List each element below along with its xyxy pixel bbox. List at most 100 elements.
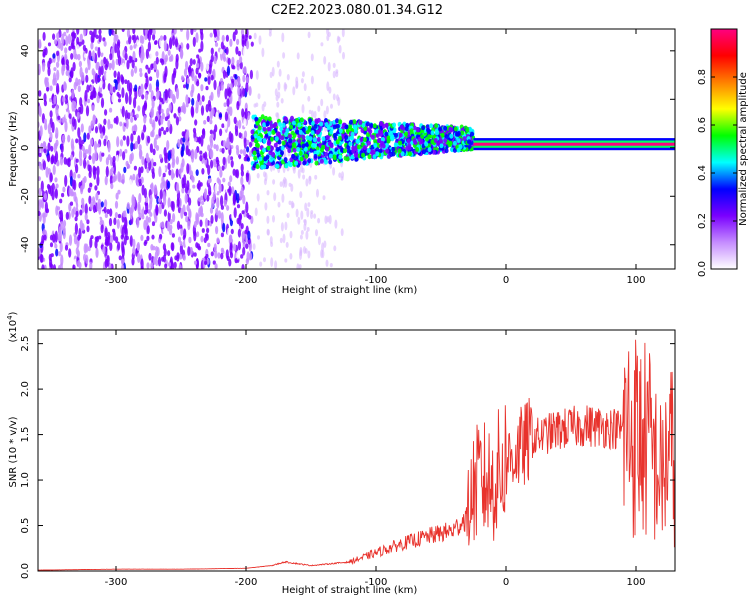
heatmap-cell [209,129,213,135]
heatmap-cell [202,128,206,139]
heatmap-cell [366,132,370,138]
heatmap-cell [155,134,159,140]
heatmap-cell [133,43,137,49]
heatmap-cell [209,32,213,38]
heatmap-cell [230,133,234,144]
heatmap-cell [119,148,123,157]
heatmap-cell [200,134,204,147]
heatmap-cell [308,118,313,123]
heatmap-cell [115,192,119,200]
heatmap-cell [70,70,74,79]
heatmap-cell [137,105,141,112]
heatmap-cell [176,220,181,230]
heatmap-cell [190,89,194,98]
heatmap-cell [277,91,281,99]
heatmap-cell [52,53,56,59]
heatmap-cell [119,139,124,147]
heatmap-cell [52,164,56,176]
heatmap-cell [245,172,249,183]
heatmap-cell [298,150,303,156]
heatmap-cell [145,201,149,213]
heatmap-cell [93,115,97,121]
heatmap-cell [173,113,177,119]
heatmap-cell [186,29,190,41]
heatmap-cell [147,29,151,42]
heatmap-cell [306,207,310,218]
heatmap-cell [182,254,186,261]
heatmap-cell [256,193,260,202]
heatmap-cell [77,260,81,267]
heatmap-cell [54,177,58,183]
heatmap-cell [305,230,309,240]
heatmap-cell [84,67,89,74]
heatmap-cell [155,56,159,65]
heatmap-cell [163,180,167,190]
heatmap-cell [47,142,51,152]
heatmap-cell [109,235,114,244]
heatmap-cell [79,66,83,78]
heatmap-cell [116,91,120,97]
heatmap-cell [83,158,87,169]
heatmap-cell [217,165,221,171]
heatmap-cell [201,228,205,233]
heatmap-cell [146,262,150,269]
heatmap-cell [89,30,93,36]
heatmap-cell [336,35,340,44]
heatmap-cell [430,130,435,136]
heatmap-cell [239,61,243,70]
heatmap-cell [315,229,318,237]
heatmap-cell [426,127,430,133]
heatmap-cell [384,131,389,137]
heatmap-cell [194,119,198,126]
heatmap-cell [185,235,189,247]
heatmap-cell [207,144,211,152]
heatmap-cell [199,150,203,155]
heatmap-cell [143,219,147,231]
heatmap-cell [323,240,327,248]
heatmap-cell [116,150,120,155]
heatmap-cell [144,92,149,101]
heatmap-cell [59,262,63,269]
heatmap-cell [188,236,192,244]
heatmap-cell [71,116,76,127]
heatmap-cell [75,77,79,86]
heatmap-cell [59,241,63,253]
heatmap-cell [88,195,92,205]
heatmap-cell [161,221,165,229]
heatmap-cell [289,252,293,260]
heatmap-cell [79,209,83,216]
heatmap-cell [186,180,190,191]
heatmap-cell [375,133,380,138]
heatmap-cell [241,34,245,39]
heatmap-cell [78,60,82,68]
heatmap-cell [379,131,383,137]
heatmap-cell [287,148,292,154]
heatmap-cell [98,203,102,215]
heatmap-cell [272,179,276,185]
heatmap-cell [68,248,72,258]
heatmap-cell [38,176,41,181]
heatmap-cell [177,106,181,114]
heatmap-cell [341,29,345,38]
heatmap-cell [97,217,101,224]
y-tick-label: 1.0 [20,472,31,488]
heatmap-cell [233,116,237,125]
heatmap-cell [134,140,138,150]
heatmap-cell [121,226,125,239]
heatmap-cell [139,71,143,78]
heatmap-cell [240,254,244,259]
heatmap-cell [314,160,319,166]
heatmap-cell [192,59,196,65]
heatmap-cell [340,228,344,237]
heatmap-cell [141,132,145,141]
heatmap-cell [182,137,186,143]
heatmap-cell [448,126,453,132]
heatmap-cell [167,150,171,162]
heatmap-cell [183,211,188,217]
heatmap-cell [112,230,116,242]
heatmap-cell [109,175,113,186]
heatmap-cell [74,222,78,235]
heatmap-cell [94,185,98,191]
heatmap-cell [204,217,209,228]
